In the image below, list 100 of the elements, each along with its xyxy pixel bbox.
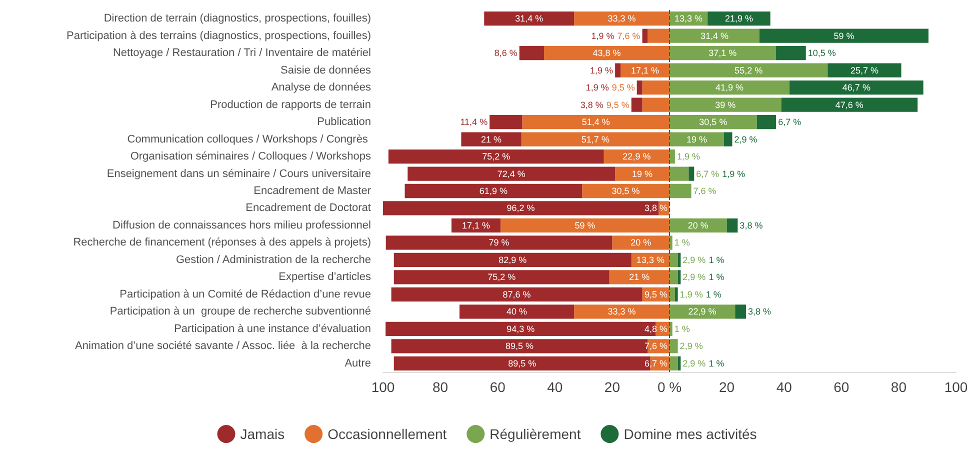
data-label: 19 % [686,134,707,144]
data-label: 10,5 % [808,48,836,58]
legend-label: Jamais [240,426,285,442]
bar [383,201,659,216]
bar [670,149,675,164]
bar [642,28,648,43]
data-label: 21,9 % [724,14,753,24]
bar [670,132,724,146]
data-label: 89,5 % [508,358,536,368]
bar [781,98,918,112]
y-tick-label: Autre [344,357,371,370]
bar [404,184,582,198]
data-label: 7,6 % [693,186,716,196]
data-label: 6,7 % [696,168,720,179]
x-tick-label: 60 [490,379,506,395]
x-tick-label: 80 [890,379,907,395]
data-label: 1 % [708,272,724,282]
bar [759,28,928,43]
x-tick-label: 20 [604,379,620,395]
y-tick-label: Encadrement de Doctorat [246,202,371,214]
data-label: 9,5 % [644,289,668,300]
data-label: 3,8 % [740,220,763,230]
data-label: 7,6 % [644,341,668,352]
data-label: 1,9 % [680,289,703,300]
data-label: 1,9 % [590,65,614,76]
legend-label: Régulièrement [490,426,581,442]
data-label: 75,2 % [482,152,510,162]
y-tick-label: Production de rapports de terrain [210,98,371,111]
bar [408,166,616,181]
bar [670,63,828,78]
data-label: 33,3 % [608,14,636,24]
bar [670,218,727,233]
data-label: 8,6 % [494,48,518,58]
data-label: 1,9 % [722,168,746,179]
y-tick-label: Direction de terrain (diagnostics, prospections, fouilles) [104,12,371,25]
data-label: 1,9 % [591,30,614,41]
bar [670,339,678,354]
data-label: 1,9 % [676,152,700,162]
y-tick-label: Communication colloques / Workshops / Congrès [127,133,371,146]
y-tick-label: Participation à une instance d’évaluation [174,322,371,335]
bar [828,63,902,78]
data-label: 3,8 % [644,203,668,214]
data-label: 72,4 % [497,168,526,179]
bar [670,98,782,112]
bar [678,270,681,284]
data-label: 43,8 % [592,48,621,58]
bar [642,80,670,95]
bar [688,166,694,181]
data-label: 13,3 % [674,14,703,24]
bar [394,252,632,268]
data-label: 2,9 % [734,134,758,144]
y-tick-label: Participation à des terrains (diagnostics, prospections, fouilles) [66,30,371,42]
data-label: 25,7 % [850,65,878,76]
legend-label: Occasionnellement [328,426,447,442]
data-label: 19 % [632,168,653,179]
data-label: 3,8 % [748,306,772,317]
data-label: 3,8 % [580,100,604,110]
bar [386,322,656,336]
x-tick-label: 100 [371,379,395,395]
data-label: 1 % [708,358,724,368]
bar [735,304,746,319]
data-label: 17,1 % [462,220,490,230]
data-label: 31,4 % [515,14,544,24]
data-label: 1 % [674,238,690,248]
y-tick-label: Saisie de données [280,64,372,76]
data-label: 51,4 % [582,117,610,128]
bar [648,28,670,43]
data-label: 59 % [574,220,596,230]
bar [642,98,670,112]
bar [609,270,670,284]
bar [776,46,806,60]
bar [459,304,574,319]
x-tick-label: 40 [776,379,792,395]
x-tick-label: 20 [719,379,735,395]
legend-label: Domine mes activités [624,426,757,442]
y-tick-label: Nettoyage / Restauration / Tri / Inventaire de matériel [112,47,371,60]
data-label: 47,6 % [835,100,864,110]
y-tick-label: Publication [317,116,371,128]
x-tick-label: 100 [944,379,968,395]
y-tick-label: Participation à un groupe de recherche subventionné [110,306,371,318]
bar [670,356,678,370]
bar [670,236,672,250]
data-label: 1 % [674,324,690,334]
bar [386,236,612,250]
bar [615,166,670,181]
y-tick-label: Animation d’une société savante / Assoc. liée à la recherche [75,340,371,352]
bar [522,114,670,130]
bar [756,114,776,130]
bar [582,184,670,198]
data-label: 40 % [506,306,528,317]
data-label: 2,9 % [682,254,706,265]
data-label: 41,9 % [716,82,744,93]
bar [574,304,670,319]
data-label: 7,6 % [617,30,640,41]
x-tick-label: 60 [834,379,850,395]
data-label: 39 % [715,100,736,110]
x-tick-label: 40 [547,379,563,395]
bar [670,28,760,43]
bar [708,12,770,26]
data-label: 94,3 % [506,324,535,334]
